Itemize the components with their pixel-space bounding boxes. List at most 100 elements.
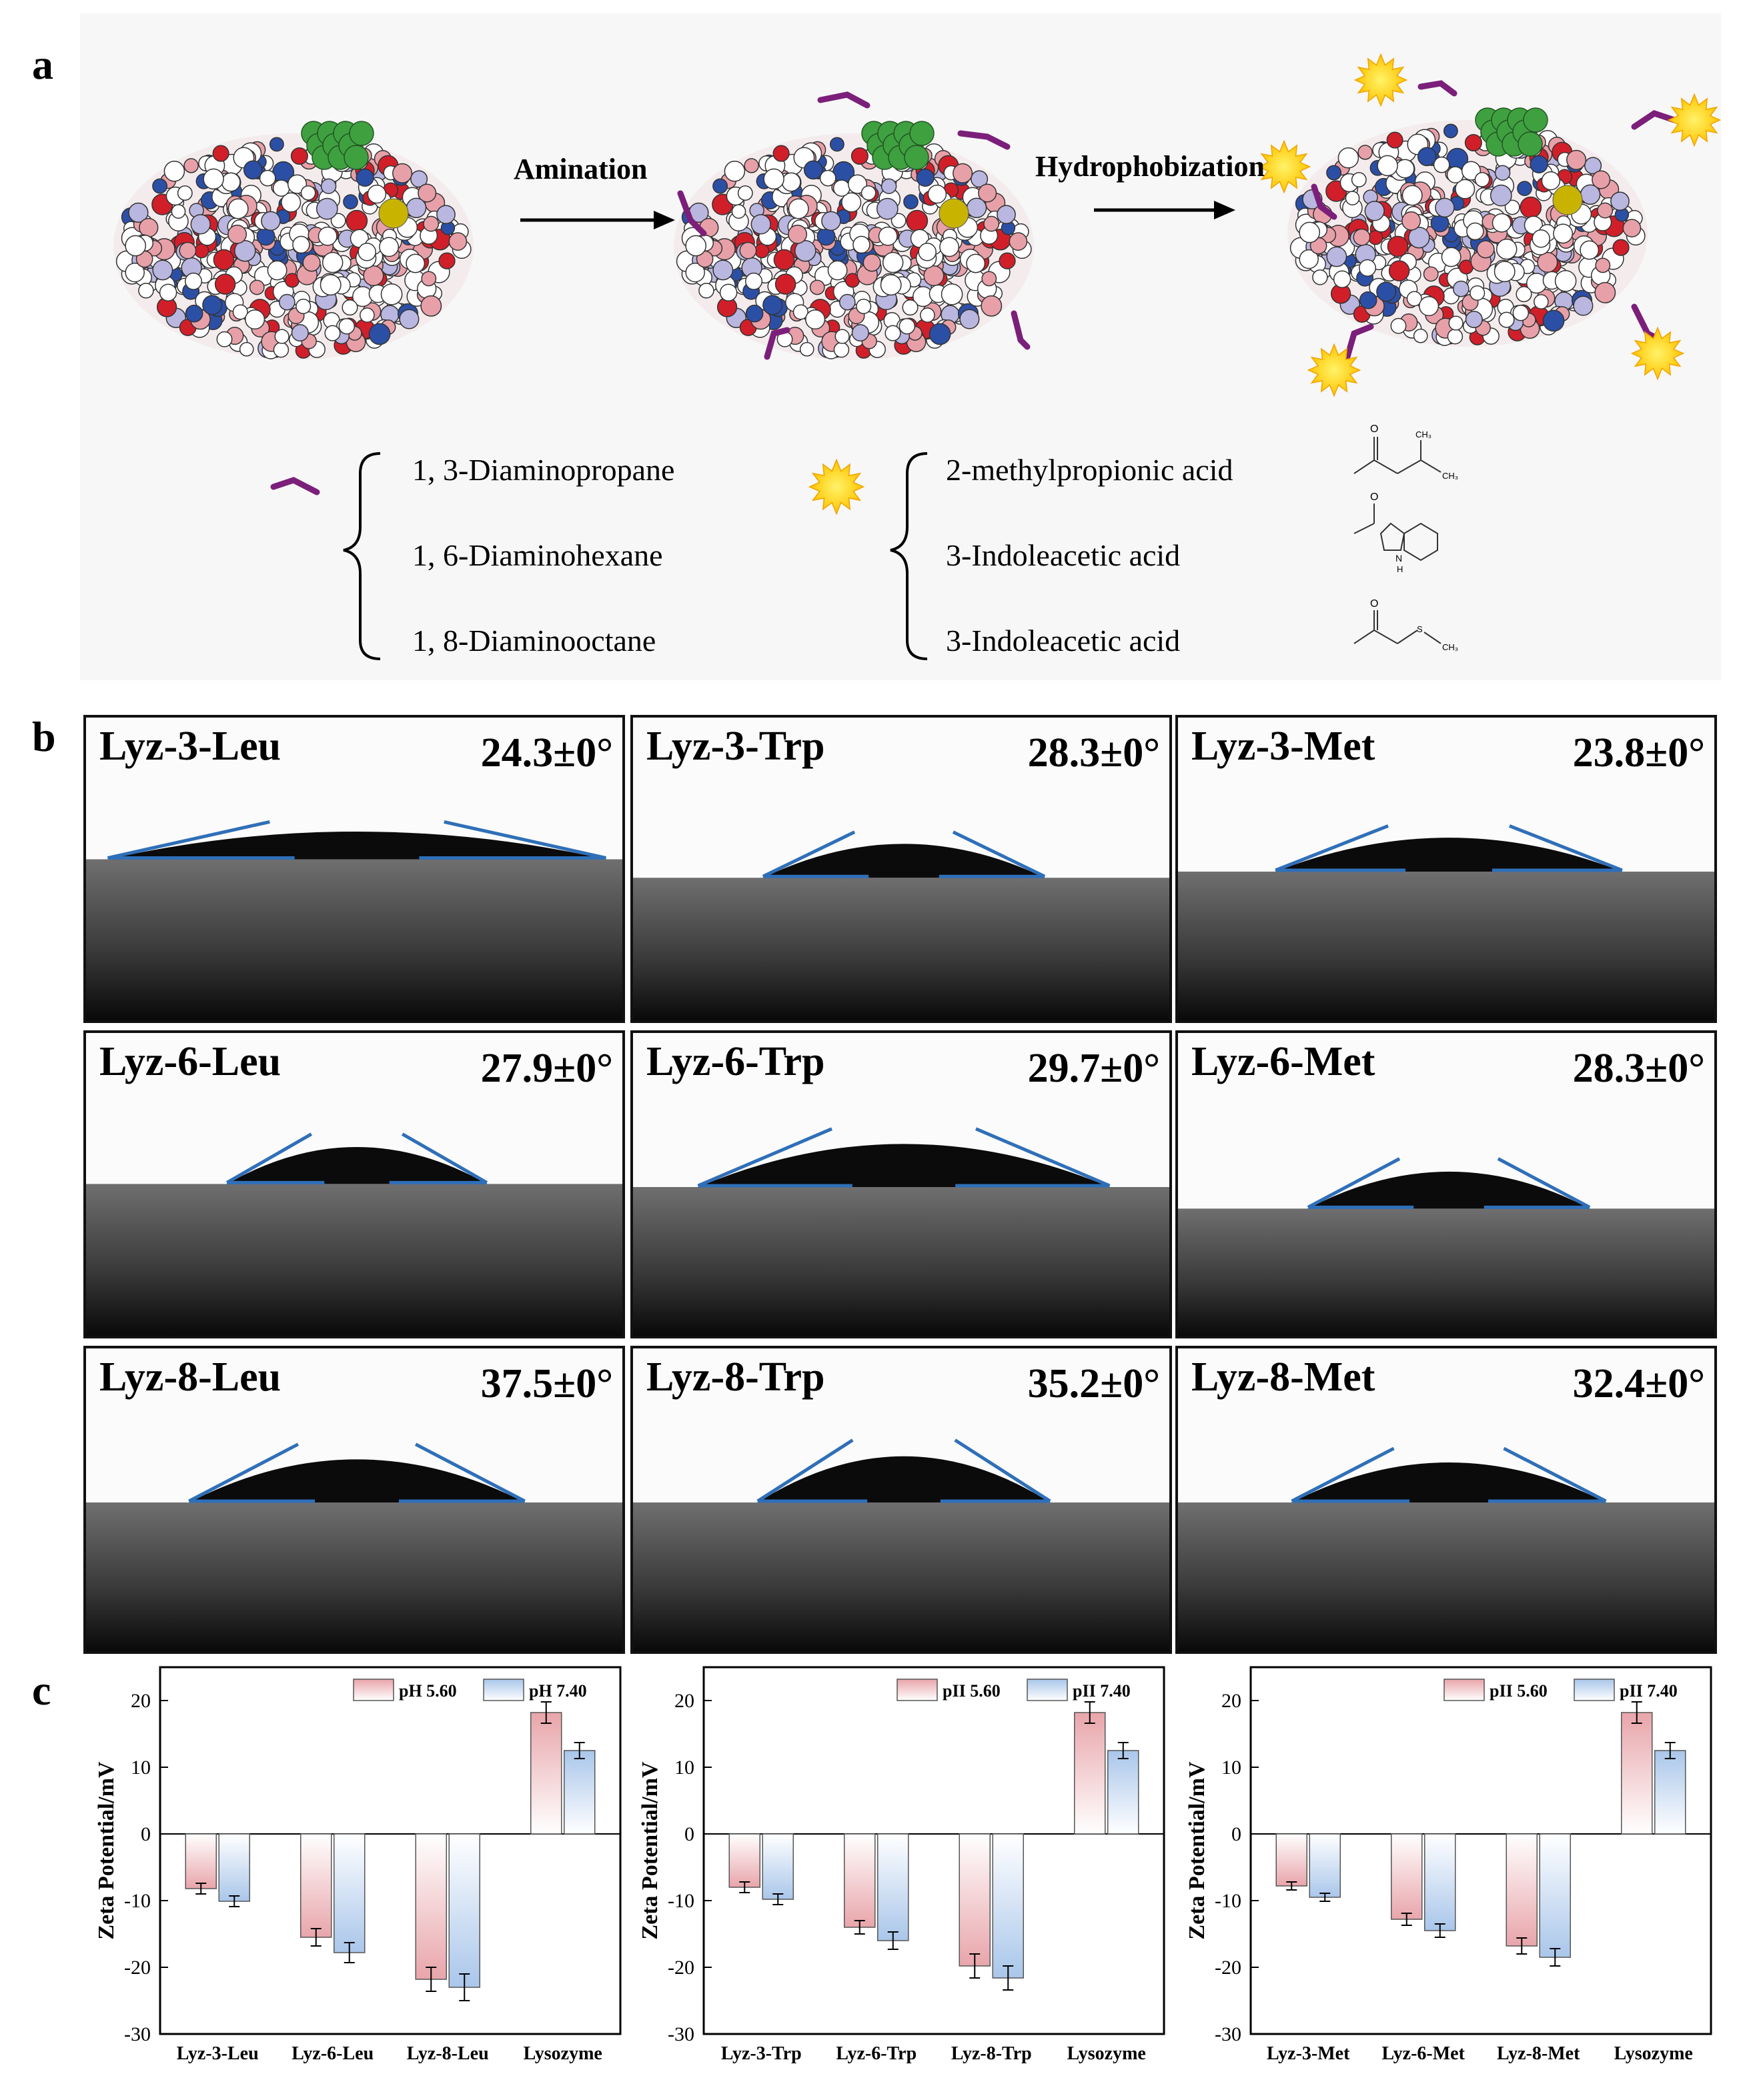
legend-label: pII 7.40 [1073, 1681, 1131, 1701]
sample-label: Lyz-3-Met [1191, 724, 1375, 769]
y-tick-label: -10 [124, 1890, 151, 1912]
contact-angle-image: Lyz-6-Trp 29.7±0° [630, 1030, 1172, 1338]
bar [1275, 1833, 1307, 1887]
bar [530, 1712, 562, 1835]
contact-angle-value: 23.8±0° [1572, 730, 1705, 776]
legend-swatch [483, 1679, 524, 1701]
sample-label: Lyz-3-Leu [99, 724, 281, 769]
y-tick-label: 0 [684, 1823, 694, 1845]
modification-scheme [113, 53, 1721, 397]
y-tick-label: 20 [131, 1690, 151, 1712]
legend-swatch [1574, 1679, 1615, 1701]
contact-angle-value: 37.5±0° [480, 1361, 613, 1406]
contact-angle-image: Lyz-8-Leu 37.5±0° [83, 1346, 625, 1654]
zeta-chart: -30 -20 -10 0 10 20 Zeta Potential/mV Lyz-3-Leu… [87, 1661, 634, 2097]
bar [1506, 1833, 1538, 1947]
category-label: Lysozyme [524, 2043, 602, 2064]
category-label: Lyz-8-Trp [951, 2043, 1032, 2064]
sample-label: Lyz-6-Met [1191, 1039, 1375, 1084]
y-tick-label: 0 [1231, 1823, 1241, 1845]
legend-label: pH 7.40 [529, 1681, 587, 1701]
linker-legend-1: 1, 3-Diaminopropane [412, 453, 675, 487]
bar [877, 1833, 909, 1941]
y-tick-label: -20 [124, 1957, 151, 1979]
bar [1654, 1750, 1686, 1835]
bar [1424, 1833, 1456, 1931]
bar [185, 1833, 217, 1889]
category-label: Lyz-3-Trp [721, 2043, 802, 2064]
svg-text:S: S [1417, 624, 1423, 634]
plot-frame [702, 1666, 1165, 2035]
contact-angle-value: 27.9±0° [480, 1046, 613, 1091]
sample-label: Lyz-6-Leu [99, 1039, 281, 1084]
svg-text:O: O [1370, 598, 1378, 610]
linker-legend-2: 1, 6-Diaminohexane [412, 538, 663, 572]
hydrophobization-label: Hydrophobization [1035, 150, 1265, 183]
hydrophobized-protein [1287, 107, 1648, 347]
svg-text:CH₃: CH₃ [1415, 429, 1431, 439]
zeta-chart: -30 -20 -10 0 10 20 Zeta Potential/mV Lyz-3-Met… [1177, 1661, 1724, 2097]
linker-chains [677, 80, 1678, 360]
category-label: Lyz-3-Met [1267, 2043, 1350, 2064]
contact-angle-value: 28.3±0° [1572, 1046, 1705, 1091]
bar [762, 1833, 794, 1900]
plot-frame [159, 1666, 622, 2035]
contact-angle-image: Lyz-3-Met 23.8±0° [1175, 715, 1717, 1023]
category-label: Lyz-6-Leu [292, 2043, 374, 2064]
svg-text:CH₃: CH₃ [1442, 642, 1458, 652]
zeta-chart: -30 -20 -10 0 10 20 Zeta Potential/mV Lyz-3-Trp… [630, 1661, 1177, 2097]
acid-legend-3: 3-Indoleacetic acid [946, 624, 1181, 658]
sample-label: Lyz-8-Met [1191, 1354, 1375, 1400]
arrow-hydrophobization [1094, 201, 1235, 219]
contact-angle-value: 32.4±0° [1572, 1361, 1705, 1406]
sample-label: Lyz-8-Leu [99, 1354, 281, 1400]
legend-swatch [353, 1679, 394, 1701]
linker-legend-graphic [270, 452, 381, 660]
legend-swatch [897, 1679, 938, 1701]
acid-legend-1: 2-methylpropionic acid [946, 453, 1233, 487]
legend-label: pII 7.40 [1620, 1681, 1678, 1701]
amination-label: Amination [514, 153, 648, 185]
y-tick-label: 20 [674, 1690, 694, 1712]
acid-legend-graphic [808, 452, 928, 660]
bar [1621, 1712, 1653, 1835]
sample-label: Lyz-3-Trp [646, 724, 825, 769]
legend-label: pII 5.60 [943, 1681, 1001, 1701]
contact-angle-image: Lyz-6-Leu 27.9±0° [83, 1030, 625, 1338]
acid-legend-2: 3-Indoleacetic acid [946, 538, 1181, 572]
svg-text:O: O [1370, 423, 1378, 435]
structure-formulas: O CH₃ CH₃ O N H O S CH₃ [1353, 423, 1458, 652]
category-label: Lyz-8-Met [1497, 2043, 1580, 2064]
arrow-amination [520, 211, 675, 229]
y-tick-label: -30 [1215, 2023, 1241, 2045]
contact-angle-image: Lyz-3-Leu 24.3±0° [83, 715, 625, 1023]
native-protein [113, 121, 474, 361]
contact-angle-value: 29.7±0° [1027, 1046, 1160, 1091]
y-tick-label: -10 [1215, 1890, 1241, 1912]
svg-text:N: N [1395, 553, 1402, 564]
contact-angle-value: 24.3±0° [480, 730, 613, 776]
aminated-protein [673, 121, 1035, 361]
sample-label: Lyz-6-Trp [646, 1039, 825, 1084]
y-axis-label: Zeta Potential/mV [1185, 1761, 1209, 1940]
bar [415, 1833, 447, 1980]
bar [959, 1833, 991, 1967]
svg-text:H: H [1397, 564, 1403, 574]
bar [1074, 1712, 1106, 1835]
y-axis-label: Zeta Potential/mV [94, 1761, 119, 1940]
isobutyl-structure [1353, 437, 1441, 474]
y-tick-label: 0 [141, 1823, 151, 1845]
y-tick-label: -20 [1215, 1957, 1241, 1979]
category-label: Lyz-6-Trp [836, 2043, 917, 2064]
y-tick-label: 10 [131, 1757, 151, 1779]
y-axis-label: Zeta Potential/mV [638, 1761, 662, 1940]
y-tick-label: 10 [1221, 1757, 1241, 1779]
category-label: Lysozyme [1614, 2043, 1693, 2064]
bar [1107, 1750, 1139, 1835]
contact-angle-image: Lyz-8-Met 32.4±0° [1175, 1346, 1717, 1654]
bar [1309, 1833, 1341, 1898]
category-label: Lyz-3-Leu [177, 2043, 259, 2064]
bar [1539, 1833, 1571, 1958]
category-label: Lysozyme [1067, 2043, 1146, 2064]
contact-angle-image: Lyz-8-Trp 35.2±0° [630, 1346, 1172, 1654]
